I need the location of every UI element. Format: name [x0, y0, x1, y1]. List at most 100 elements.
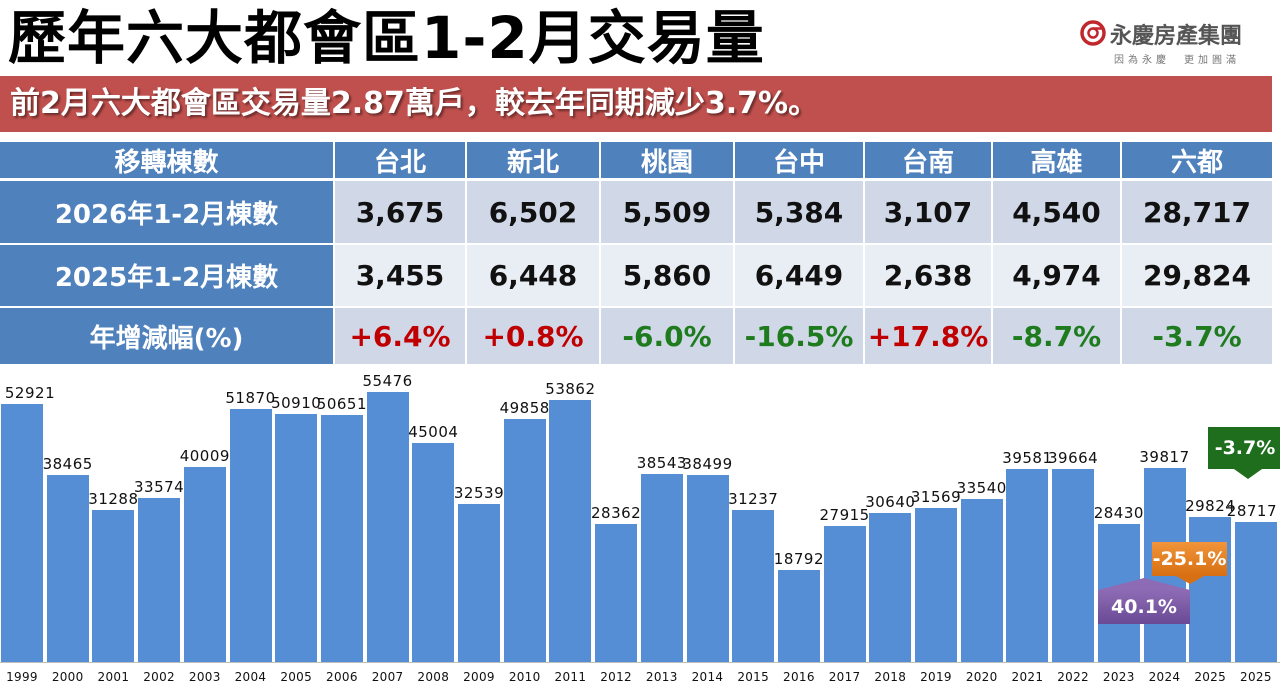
- summary-banner: 前2月六大都會區交易量2.87萬戶，較去年同期減少3.7%。: [0, 76, 1272, 132]
- bar: [503, 419, 546, 662]
- bar-value-label: 33540: [956, 478, 1007, 497]
- x-axis-tick-label: 2023: [1102, 670, 1135, 684]
- header-cell-label: 移轉棟數: [0, 142, 333, 178]
- company-logo: 永慶房產集團 因為永慶 更加圓滿: [1080, 14, 1280, 74]
- x-axis-tick-label: 2018: [874, 670, 907, 684]
- header-cell-tainan: 台南: [865, 142, 991, 178]
- cell-value: 5,509: [601, 181, 733, 243]
- bar: [732, 509, 775, 662]
- x-axis-tick-label: 1999: [6, 670, 38, 684]
- bar-value-label: 31288: [88, 489, 139, 508]
- x-axis-tick-label: 2007: [371, 670, 404, 684]
- x-axis-tick-label: 2001: [97, 670, 130, 684]
- bar-value-label: 38543: [636, 454, 687, 473]
- bar: [46, 474, 89, 662]
- cell-change-negative: -6.0%: [601, 308, 733, 364]
- callout-pointer: [1098, 578, 1190, 590]
- bar-value-label: 50910: [271, 394, 322, 413]
- x-axis-tick-label: 2016: [783, 670, 815, 684]
- cell-value: 3,107: [865, 181, 991, 243]
- bar: [412, 442, 455, 662]
- table-row: 年增減幅(%) +6.4% +0.8% -6.0% -16.5% +17.8% …: [0, 308, 1272, 364]
- bar-value-label: 50651: [316, 395, 367, 414]
- header-cell-kaohsiung: 高雄: [993, 142, 1120, 178]
- callout-yoy-2025: -25.1%: [1152, 542, 1227, 576]
- bar-value-label: 45004: [408, 422, 459, 441]
- logo-name: 永慶房產集團: [1110, 24, 1243, 49]
- cell-value: 5,860: [601, 245, 733, 306]
- x-axis-tick-label: 2025: [1194, 670, 1227, 684]
- x-axis-tick-label: 2015: [737, 670, 770, 684]
- header-cell-new-taipei: 新北: [467, 142, 599, 178]
- cell-change-negative: -3.7%: [1122, 308, 1272, 364]
- cell-value: 6,449: [735, 245, 863, 306]
- table-header-row: 移轉棟數 台北 新北 桃園 台中 台南 高雄 六都: [0, 142, 1272, 178]
- table-row: 2026年1-2月棟數 3,675 6,502 5,509 5,384 3,10…: [0, 181, 1272, 243]
- x-axis-tick-label: 2003: [188, 670, 221, 684]
- bar: [640, 474, 683, 662]
- callout-yoy-2024: 40.1%: [1098, 590, 1190, 624]
- bar: [92, 509, 135, 662]
- bar: [1, 404, 43, 662]
- cell-change-negative: -8.7%: [993, 308, 1120, 364]
- bar-value-label: 27915: [819, 506, 870, 525]
- table-row: 2025年1-2月棟數 3,455 6,448 5,860 6,449 2,63…: [0, 245, 1272, 306]
- x-axis-tick-label: 2025: [1240, 670, 1272, 684]
- bar: [1189, 516, 1232, 662]
- bar-value-label: 49858: [499, 399, 550, 418]
- cell-change-positive: +0.8%: [467, 308, 599, 364]
- bar-value-label: 28362: [590, 503, 642, 522]
- bar: [1006, 469, 1049, 662]
- header-cell-six-cities: 六都: [1122, 142, 1272, 178]
- bar-value-label: 28717: [1226, 502, 1277, 521]
- bar-value-label: 33574: [133, 478, 185, 497]
- x-axis-line: [0, 662, 1280, 663]
- x-axis-tick-label: 2020: [965, 670, 998, 684]
- x-axis-tick-label: 2010: [508, 670, 541, 684]
- callout-pointer: [1234, 469, 1262, 479]
- bar-value-label: 18792: [773, 550, 824, 569]
- bar: [275, 414, 318, 662]
- header-cell-taoyuan: 桃園: [601, 142, 733, 178]
- row-label: 年增減幅(%): [0, 308, 333, 364]
- cell-value: 5,384: [735, 181, 863, 243]
- cell-change-positive: +6.4%: [335, 308, 465, 364]
- cell-value: 3,455: [335, 245, 465, 306]
- bar-value-label: 38499: [682, 454, 733, 473]
- bar-chart: 52921 38465 31288 33574 40009 51870 50910 50651…: [0, 366, 1280, 690]
- logo-slogan: 因為永慶 更加圓滿: [1114, 55, 1240, 66]
- bar: [1234, 522, 1277, 662]
- cell-value: 4,974: [993, 245, 1120, 306]
- bar: [549, 399, 592, 662]
- bar: [915, 508, 957, 662]
- x-axis-tick-label: 2019: [920, 670, 952, 684]
- x-axis-tick-label: 2008: [417, 670, 450, 684]
- summary-text: 前2月六大都會區交易量2.87萬戶，較去年同期減少3.7%。: [10, 86, 819, 121]
- bar: [320, 415, 363, 662]
- bar: [960, 498, 1003, 662]
- x-axis-tick-label: 2004: [234, 670, 267, 684]
- bar-value-label: 38465: [42, 454, 93, 473]
- x-axis-tick-label: 2009: [463, 670, 495, 684]
- bar-value-label: 51870: [225, 389, 276, 408]
- bar-value-label: 53862: [545, 379, 596, 398]
- x-axis-tick-label: 2012: [600, 670, 632, 684]
- bar-value-label: 52921: [4, 384, 56, 403]
- bar-value-label: 31237: [728, 489, 779, 508]
- x-axis-tick-label: 2014: [691, 670, 724, 684]
- logo-mark-icon: [1080, 20, 1106, 46]
- cell-change-negative: -16.5%: [735, 308, 863, 364]
- x-axis-tick-label: 2021: [1011, 670, 1044, 684]
- bar: [366, 391, 409, 662]
- cell-value: 6,502: [467, 181, 599, 243]
- bar-value-label: 39817: [1139, 448, 1190, 467]
- bar: [183, 467, 226, 662]
- header-cell-taichung: 台中: [735, 142, 863, 178]
- bar-value-label: 55476: [362, 371, 413, 390]
- bar: [458, 503, 500, 662]
- bar-value-label: 31569: [910, 488, 962, 507]
- x-axis-tick-label: 2013: [645, 670, 678, 684]
- bar-value-label: 28430: [1093, 503, 1144, 522]
- x-axis-tick-label: 2002: [143, 670, 175, 684]
- x-axis-tick-label: 2017: [828, 670, 861, 684]
